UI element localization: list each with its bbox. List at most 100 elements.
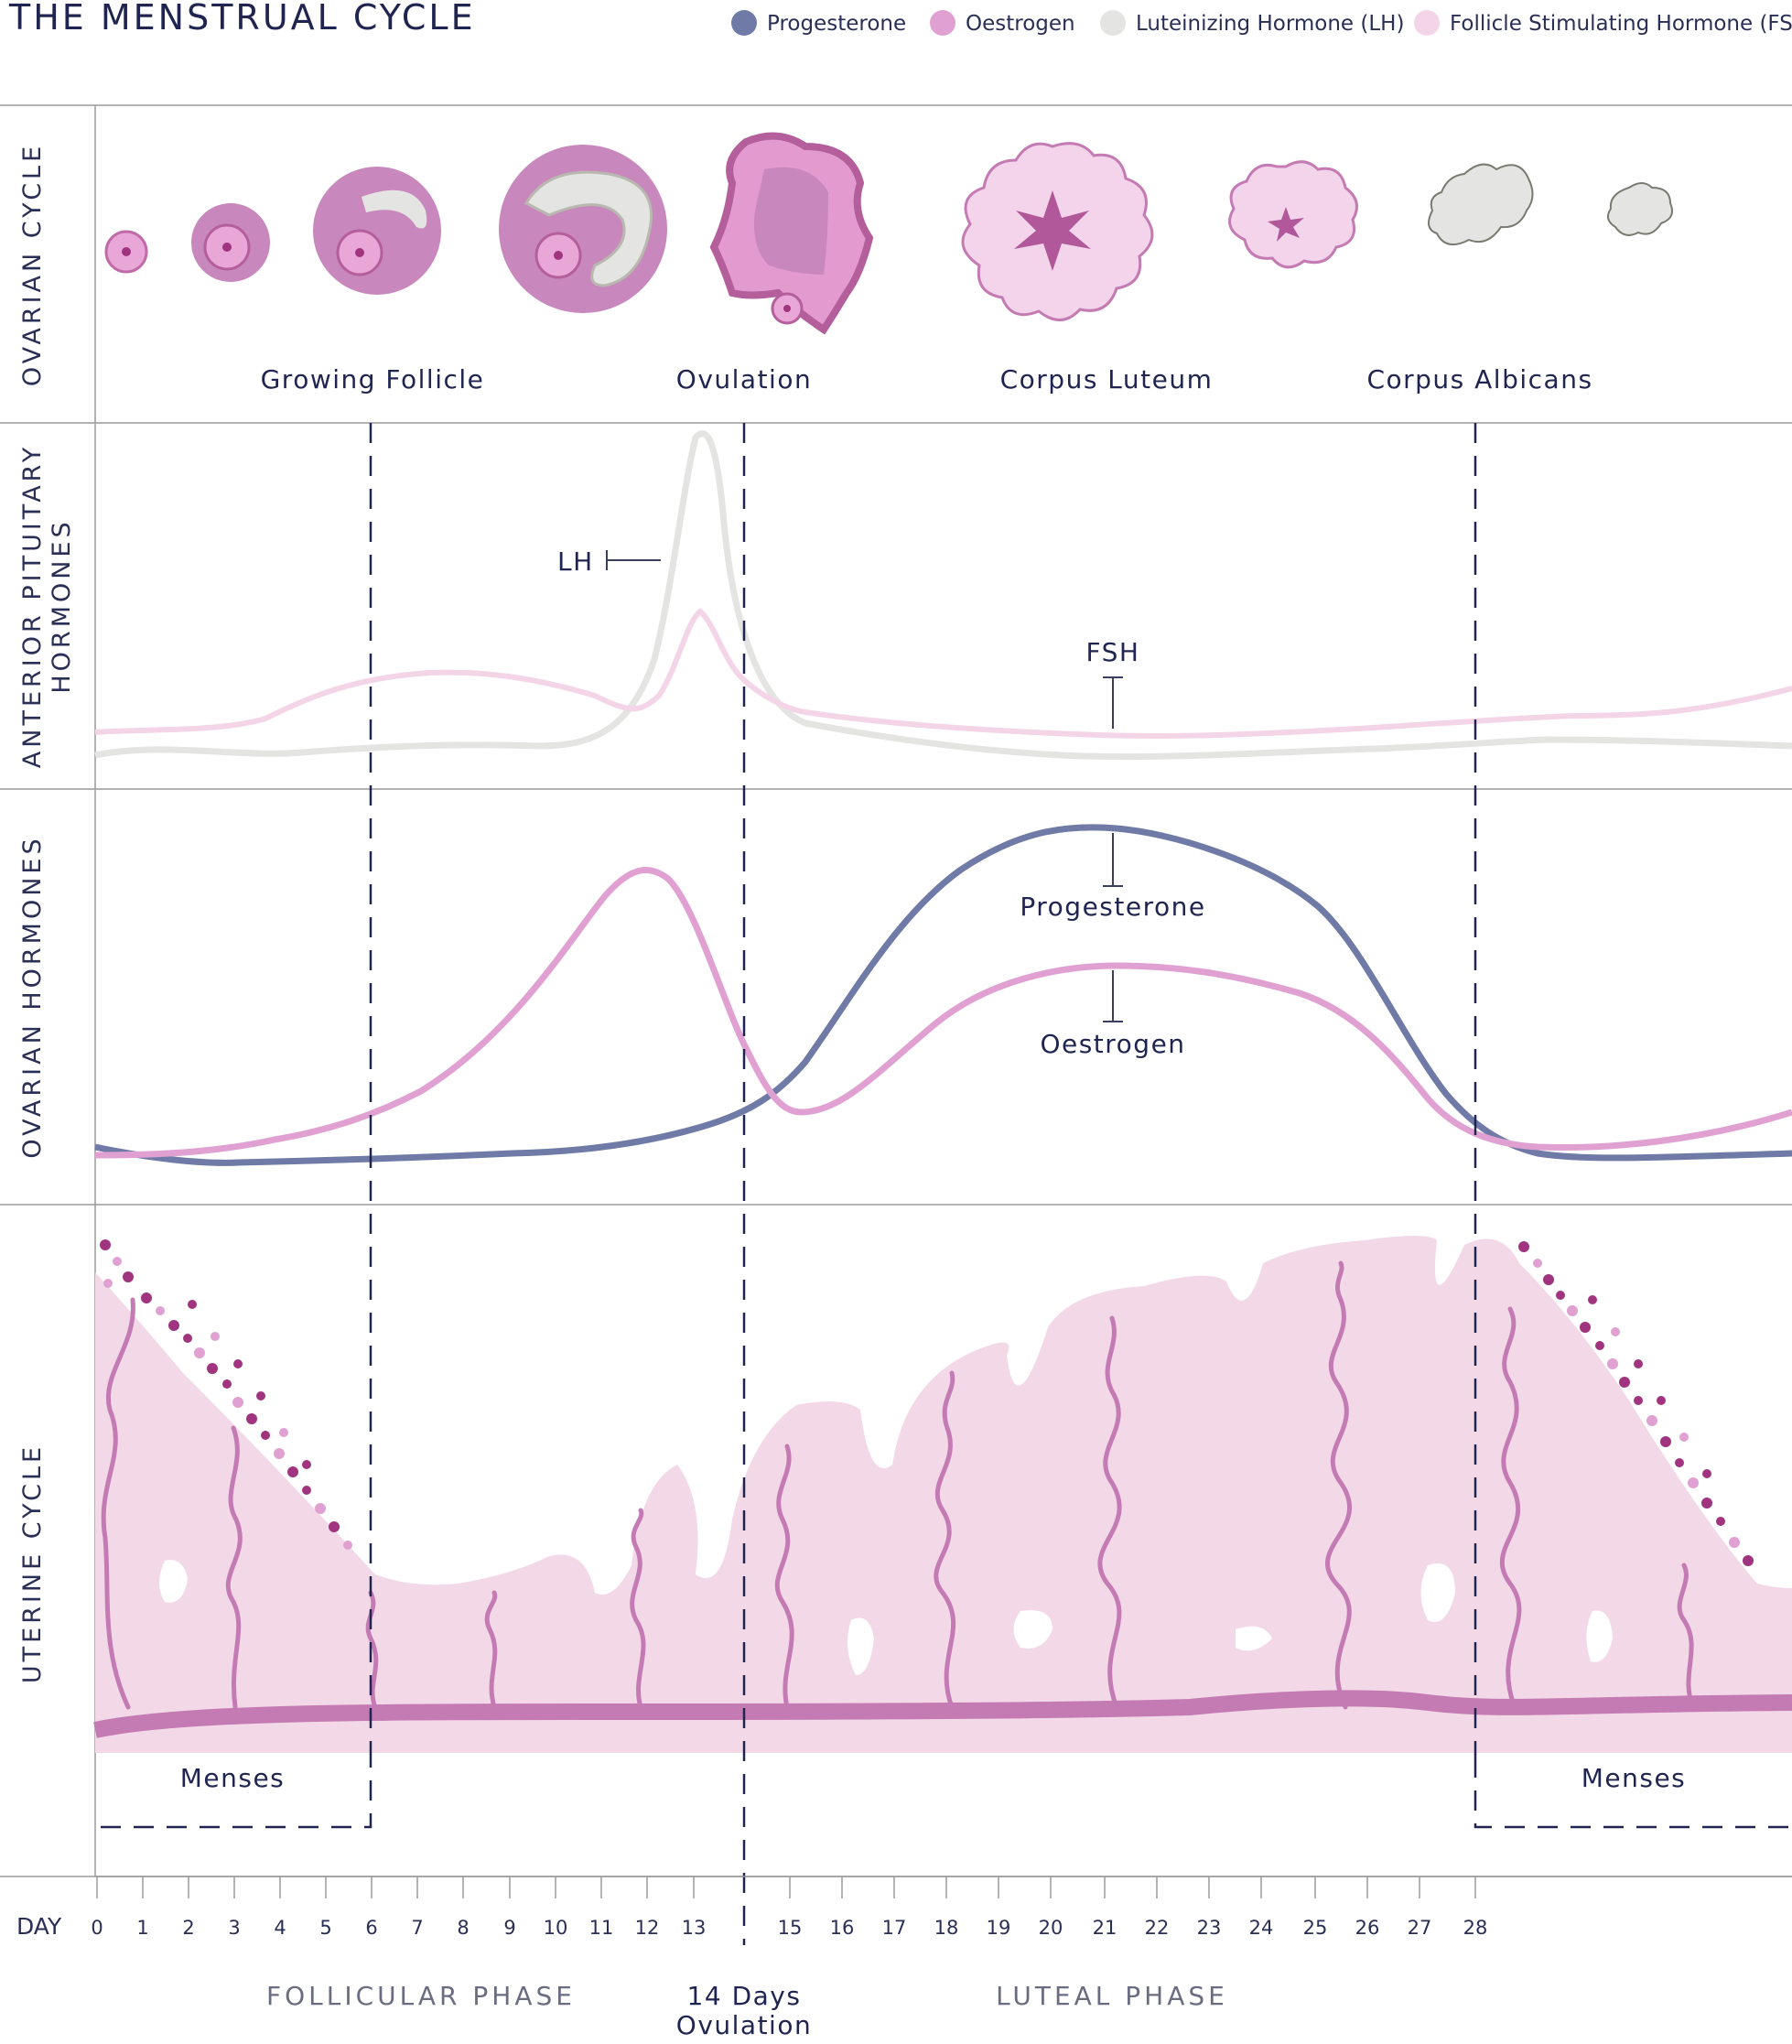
pituitary-hormone-curves — [94, 430, 1792, 761]
spiral-artery — [1499, 1306, 1522, 1710]
day-tick-label: 28 — [1463, 1917, 1488, 1939]
row-label-uterine-cycle: UTERINE CYCLE — [18, 1444, 47, 1683]
legend-label-oestrogen: Oestrogen — [966, 12, 1075, 36]
row-label-pituitary-line2: HORMONES — [48, 518, 76, 693]
spiral-artery — [225, 1425, 243, 1710]
legend-label-progesterone: Progesterone — [767, 12, 906, 36]
menses-label-right: Menses — [1581, 1763, 1687, 1793]
endometrium-tissue — [95, 1236, 1792, 1753]
legend-swatch-fsh — [1414, 10, 1440, 36]
corpus-albicans-small — [1606, 182, 1673, 236]
day-tick-label: 27 — [1408, 1917, 1432, 1939]
ovulation-word-label: Ovulation — [676, 2010, 812, 2040]
basal-layer — [93, 1690, 1792, 1738]
menses-bracket-left — [101, 1757, 372, 1829]
day-tick-label: 26 — [1355, 1917, 1380, 1939]
row-label-pituitary-line1: ANTERIOR PITUITARY — [18, 444, 47, 768]
endometrium-illustration — [93, 1236, 1792, 1753]
day-tick-label: 7 — [411, 1917, 423, 1939]
day-tick-label: 3 — [228, 1917, 240, 1939]
menses-bracket-right — [1474, 1757, 1792, 1829]
spiral-artery — [1097, 1315, 1122, 1710]
day-tick-label: 23 — [1197, 1917, 1222, 1939]
day-tick-label: 8 — [457, 1917, 469, 1939]
day-tick-label: 0 — [91, 1917, 103, 1939]
spiral-artery — [934, 1370, 956, 1710]
oestrogen-pointer — [1103, 970, 1123, 1022]
tissue-gap — [159, 1560, 188, 1603]
lh-pointer — [606, 550, 661, 570]
corpus-albicans-large — [1428, 163, 1534, 246]
tissue-gap — [1236, 1626, 1272, 1651]
legend-label-fsh: Follicle Stimulating Hormone (FSH) — [1450, 12, 1792, 36]
day-tick-label: 22 — [1145, 1917, 1170, 1939]
corpus-luteum-large — [961, 142, 1154, 321]
stage-label-growing-follicle: Growing Follicle — [261, 364, 485, 395]
stage-label-corpus-luteum: Corpus Luteum — [1000, 364, 1214, 395]
day-tick-label: 12 — [635, 1917, 660, 1939]
spiral-artery — [1324, 1260, 1353, 1710]
menstrual-shedding-right — [1518, 1241, 1754, 1566]
oestrogen-label: Oestrogen — [1040, 1029, 1185, 1059]
day-tick-label: 16 — [830, 1917, 855, 1939]
fsh-label: FSH — [1086, 637, 1140, 667]
luteal-phase-label: LUTEAL PHASE — [996, 1981, 1228, 2011]
follicle-primordial — [104, 230, 148, 274]
stage-label-ovulation: Ovulation — [676, 364, 812, 395]
spiral-artery — [630, 1508, 646, 1710]
spiral-artery — [484, 1590, 498, 1710]
day-tick-label: 2 — [182, 1917, 194, 1939]
day-tick-label: 25 — [1303, 1917, 1328, 1939]
fsh-pointer — [1103, 676, 1123, 729]
spiral-artery — [101, 1297, 135, 1710]
tissue-gap — [847, 1617, 874, 1675]
follicle-secondary — [313, 167, 441, 295]
legend-label-lh: Luteinizing Hormone (LH) — [1136, 12, 1404, 36]
day-tick-label: 17 — [882, 1917, 907, 1939]
progesterone-label: Progesterone — [1020, 892, 1205, 922]
follicle-graafian — [499, 145, 667, 313]
legend-swatch-lh — [1100, 10, 1126, 36]
ovarian-cycle-illustrations — [104, 132, 1673, 335]
stage-label-corpus-albicans: Corpus Albicans — [1366, 364, 1592, 395]
spiral-arteries — [101, 1260, 1696, 1710]
day-tick-label: 6 — [365, 1917, 377, 1939]
day-tick-label: 13 — [682, 1917, 707, 1939]
phase-divider-lines — [369, 423, 1477, 1945]
day-tick-label: 4 — [274, 1917, 286, 1939]
row-label-ovarian-hormones: OVARIAN HORMONES — [18, 835, 47, 1158]
day-axis-label: DAY — [16, 1913, 62, 1940]
spiral-artery — [774, 1444, 794, 1710]
fsh-curve — [94, 608, 1792, 740]
tissue-gap — [1586, 1610, 1613, 1662]
day-tick-label: 10 — [544, 1917, 568, 1939]
day-tick-label: 5 — [319, 1917, 331, 1939]
lh-curve — [94, 430, 1792, 761]
progesterone-pointer — [1103, 833, 1123, 887]
day-axis: DAY 0 1 2 3 4 5 6 7 8 9 10 11 12 13 15 16 17 18 19 20 21 22 23… — [16, 1876, 1792, 1940]
day-tick-label: 24 — [1249, 1917, 1274, 1939]
follicular-phase-label: FOLLICULAR PHASE — [266, 1981, 576, 2011]
corpus-luteum-small — [1228, 160, 1358, 269]
day-tick-label: 9 — [503, 1917, 515, 1939]
ovulation-days-label: 14 Days — [687, 1981, 802, 2011]
tissue-gap — [1013, 1610, 1053, 1649]
day-tick-label: 1 — [136, 1917, 148, 1939]
legend-swatch-progesterone — [731, 10, 757, 36]
menses-label-left: Menses — [180, 1763, 286, 1793]
day-tick-label: 11 — [589, 1917, 614, 1939]
page-title: THE MENSTRUAL CYCLE — [8, 0, 476, 38]
legend-swatch-oestrogen — [930, 10, 955, 36]
day-ticks: 0 1 2 3 4 5 6 7 8 9 10 11 12 13 15 16 17 18 19 20 21 22 23 24 25… — [91, 1876, 1792, 1939]
day-tick-label: 15 — [778, 1917, 803, 1939]
oestrogen-curve — [94, 866, 1792, 1159]
lh-label: LH — [557, 546, 594, 577]
spiral-artery — [365, 1590, 379, 1710]
day-tick-label: 21 — [1093, 1917, 1117, 1939]
ovarian-hormone-curves — [94, 824, 1792, 1166]
menstrual-shedding-left — [100, 1239, 352, 1550]
follicle-primary — [191, 203, 270, 282]
ovulating-follicle — [709, 132, 874, 335]
legend: Progesterone Oestrogen Luteinizing Hormo… — [731, 10, 1792, 36]
